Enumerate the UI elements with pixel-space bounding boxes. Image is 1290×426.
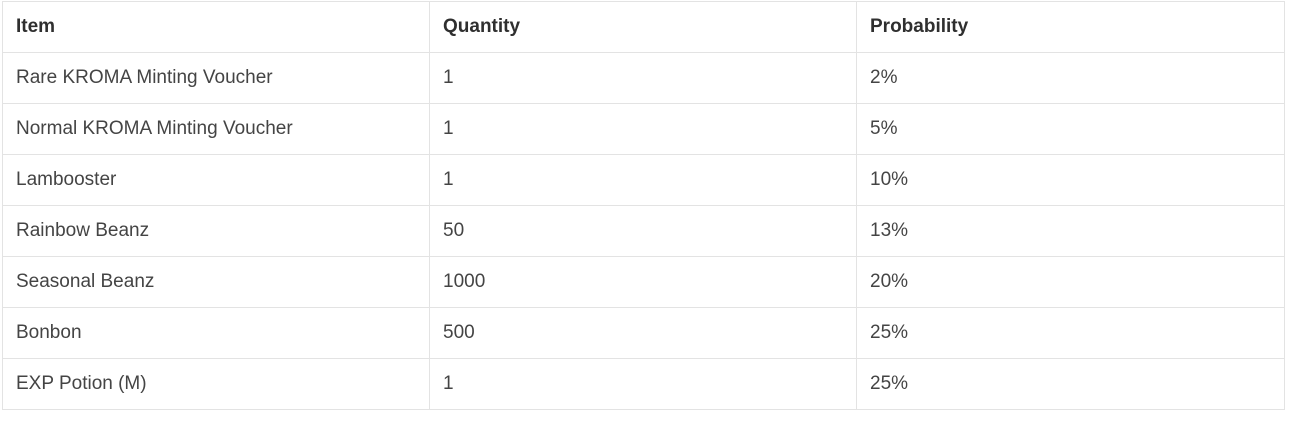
cell-quantity: 1 <box>429 103 857 155</box>
cell-quantity: 50 <box>429 205 857 257</box>
cell-item: Rare KROMA Minting Voucher <box>2 52 430 104</box>
cell-probability: 5% <box>856 103 1285 155</box>
table-row: Normal KROMA Minting Voucher 1 5% <box>2 103 1285 155</box>
cell-item: Normal KROMA Minting Voucher <box>2 103 430 155</box>
column-header-probability: Probability <box>856 1 1285 53</box>
table-row: EXP Potion (M) 1 25% <box>2 358 1285 410</box>
table-row: Seasonal Beanz 1000 20% <box>2 256 1285 308</box>
cell-probability: 25% <box>856 307 1285 359</box>
cell-item: Lambooster <box>2 154 430 206</box>
cell-item: Rainbow Beanz <box>2 205 430 257</box>
table-body: Rare KROMA Minting Voucher 1 2% Normal K… <box>2 52 1285 410</box>
cell-item: EXP Potion (M) <box>2 358 430 410</box>
cell-quantity: 1000 <box>429 256 857 308</box>
header-row: Item Quantity Probability <box>2 1 1285 53</box>
cell-probability: 20% <box>856 256 1285 308</box>
reward-probability-table: Item Quantity Probability Rare KROMA Min… <box>2 1 1285 410</box>
cell-quantity: 1 <box>429 358 857 410</box>
cell-probability: 13% <box>856 205 1285 257</box>
table-header: Item Quantity Probability <box>2 1 1285 53</box>
cell-quantity: 1 <box>429 154 857 206</box>
table-row: Rainbow Beanz 50 13% <box>2 205 1285 257</box>
cell-item: Bonbon <box>2 307 430 359</box>
table-row: Rare KROMA Minting Voucher 1 2% <box>2 52 1285 104</box>
cell-quantity: 500 <box>429 307 857 359</box>
cell-probability: 25% <box>856 358 1285 410</box>
reward-table-container: Item Quantity Probability Rare KROMA Min… <box>2 1 1285 410</box>
column-header-quantity: Quantity <box>429 1 857 53</box>
cell-probability: 2% <box>856 52 1285 104</box>
cell-item: Seasonal Beanz <box>2 256 430 308</box>
column-header-item: Item <box>2 1 430 53</box>
table-row: Lambooster 1 10% <box>2 154 1285 206</box>
table-row: Bonbon 500 25% <box>2 307 1285 359</box>
cell-quantity: 1 <box>429 52 857 104</box>
cell-probability: 10% <box>856 154 1285 206</box>
